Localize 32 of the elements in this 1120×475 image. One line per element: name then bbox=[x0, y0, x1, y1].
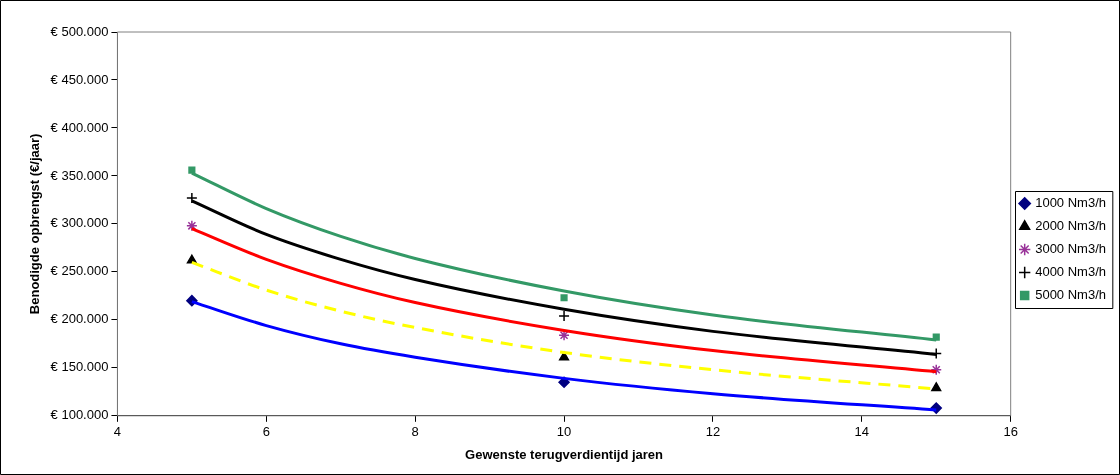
x-tick-label: 4 bbox=[113, 424, 122, 440]
line-series bbox=[190, 227, 938, 374]
point bbox=[186, 192, 198, 204]
legend-label: 5000 Nm3/h bbox=[1035, 287, 1107, 303]
x-tick-label: 16 bbox=[1003, 424, 1018, 440]
point bbox=[558, 351, 570, 361]
y-axis-title: Benodigde opbrengst (€/jaar) bbox=[27, 133, 43, 315]
y-tick-label: € 100.000 bbox=[50, 407, 109, 423]
legend-label: 1000 Nm3/h bbox=[1035, 195, 1107, 211]
point bbox=[558, 310, 570, 322]
point bbox=[930, 363, 942, 376]
y-tick-label: € 350.000 bbox=[50, 167, 109, 183]
y-tick-label: € 250.000 bbox=[50, 263, 109, 279]
point bbox=[560, 294, 568, 302]
y-tick-label: € 200.000 bbox=[50, 311, 109, 327]
x-tick-label: 14 bbox=[854, 424, 870, 440]
x-axis-title: Gewenste terugverdientijd jaren bbox=[465, 446, 664, 462]
legend-label: 2000 Nm3/h bbox=[1035, 218, 1107, 234]
x-tick-label: 6 bbox=[262, 424, 270, 440]
y-tick-label: € 450.000 bbox=[50, 71, 109, 87]
y-tick-label: € 150.000 bbox=[50, 359, 109, 375]
legend-label: 4000 Nm3/h bbox=[1035, 264, 1107, 280]
point bbox=[931, 382, 942, 392]
x-tick-label: 12 bbox=[705, 424, 721, 440]
x-tick-label: 10 bbox=[556, 424, 572, 440]
y-tick-label: € 400.000 bbox=[50, 119, 109, 135]
x-tick-label: 8 bbox=[411, 424, 419, 440]
y-tick-label: € 300.000 bbox=[50, 215, 109, 231]
y-tick-label: € 500.000 bbox=[50, 23, 109, 39]
legend-label: 3000 Nm3/h bbox=[1035, 241, 1107, 257]
point bbox=[188, 166, 196, 174]
point bbox=[186, 220, 198, 232]
